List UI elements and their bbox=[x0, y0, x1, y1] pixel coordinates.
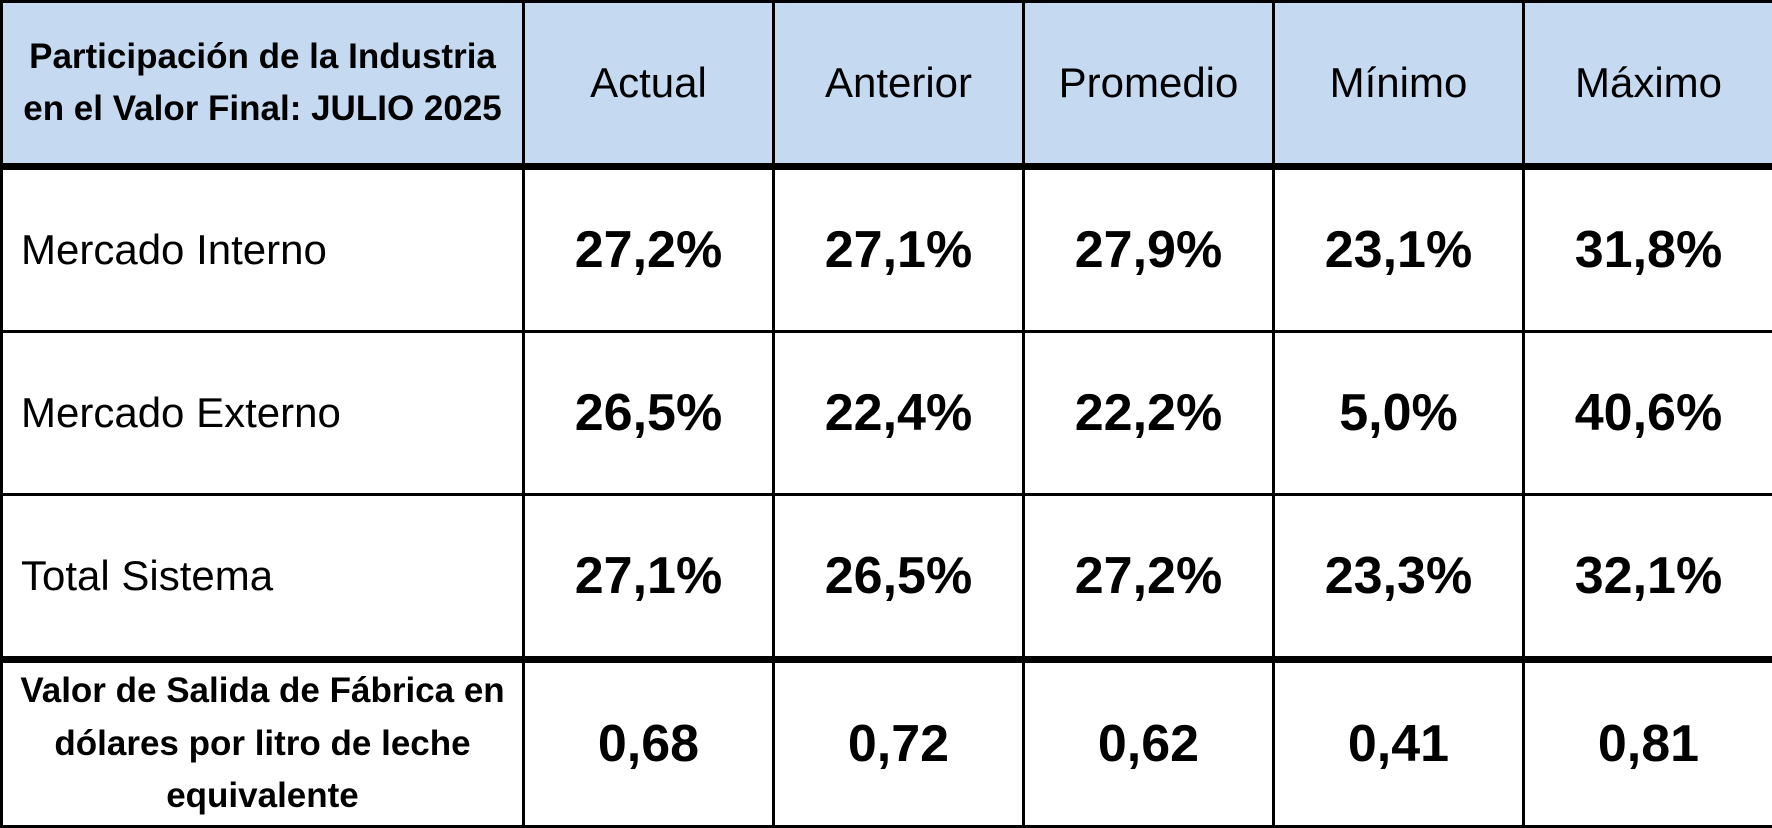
table-cell: 26,5% bbox=[522, 330, 775, 496]
table-cell: 27,2% bbox=[1022, 493, 1275, 661]
table-cell: 40,6% bbox=[1522, 330, 1772, 496]
column-header-minimo: Mínimo bbox=[1272, 0, 1525, 170]
table-cell: 27,1% bbox=[772, 165, 1025, 333]
table-cell: 32,1% bbox=[1522, 493, 1772, 661]
table-row-mercado-externo: Mercado Externo 26,5% 22,4% 22,2% 5,0% 4… bbox=[0, 330, 1772, 496]
table-cell: 0,68 bbox=[522, 656, 775, 828]
table-cell: 27,2% bbox=[522, 165, 775, 333]
table-header-row: Participación de la Industria en el Valo… bbox=[0, 0, 1772, 170]
table-cell: 0,81 bbox=[1522, 656, 1772, 828]
table-cell: 31,8% bbox=[1522, 165, 1772, 333]
row-label: Mercado Externo bbox=[0, 330, 525, 496]
table-cell: 0,72 bbox=[772, 656, 1025, 828]
row-label: Total Sistema bbox=[0, 493, 525, 661]
column-header-maximo: Máximo bbox=[1522, 0, 1772, 170]
table-cell: 0,62 bbox=[1022, 656, 1275, 828]
table-cell: 26,5% bbox=[772, 493, 1025, 661]
table-title-cell: Participación de la Industria en el Valo… bbox=[0, 0, 525, 170]
table-cell: 27,1% bbox=[522, 493, 775, 661]
table-cell: 23,3% bbox=[1272, 493, 1525, 661]
table-row-total-sistema: Total Sistema 27,1% 26,5% 27,2% 23,3% 32… bbox=[0, 493, 1772, 661]
column-header-actual: Actual bbox=[522, 0, 775, 170]
table-cell: 22,4% bbox=[772, 330, 1025, 496]
table-row-mercado-interno: Mercado Interno 27,2% 27,1% 27,9% 23,1% … bbox=[0, 165, 1772, 333]
table-cell: 22,2% bbox=[1022, 330, 1275, 496]
factory-value-label: Valor de Salida de Fábrica en dólares po… bbox=[0, 656, 525, 828]
table-cell: 0,41 bbox=[1272, 656, 1525, 828]
column-header-anterior: Anterior bbox=[772, 0, 1025, 170]
table-cell: 23,1% bbox=[1272, 165, 1525, 333]
column-header-promedio: Promedio bbox=[1022, 0, 1275, 170]
table-cell: 5,0% bbox=[1272, 330, 1525, 496]
table-cell: 27,9% bbox=[1022, 165, 1275, 333]
table-row-factory-value: Valor de Salida de Fábrica en dólares po… bbox=[0, 656, 1772, 828]
row-label: Mercado Interno bbox=[0, 165, 525, 333]
